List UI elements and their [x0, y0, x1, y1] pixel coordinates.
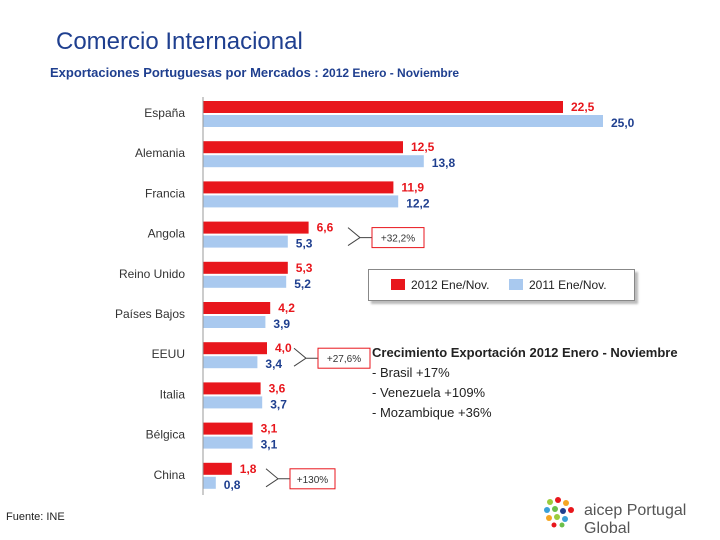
category-label: China	[154, 468, 186, 482]
category-label: EEUU	[152, 347, 185, 361]
annotation-connector	[347, 227, 372, 247]
value-label-2011: 5,3	[296, 237, 313, 251]
value-label-2011: 12,2	[406, 196, 430, 210]
bar-2011	[203, 356, 258, 369]
notes-heading: Crecimiento Exportación 2012 Enero - Nov…	[372, 345, 678, 360]
subtitle-text: Exportaciones Portuguesas por Mercados :	[50, 65, 319, 80]
bar-2012	[203, 342, 267, 355]
value-label-2012: 6,6	[317, 221, 334, 235]
value-label-2011: 5,2	[294, 277, 311, 291]
value-label-2012: 11,9	[401, 180, 424, 194]
notes-item: - Venezuela +109%	[372, 385, 486, 400]
annotation-text: +130%	[297, 475, 329, 486]
value-label-2011: 3,1	[261, 438, 278, 452]
value-label-2011: 25,0	[611, 116, 635, 130]
category-label: Italia	[160, 387, 186, 401]
bar-2012	[203, 302, 271, 314]
value-label-2012: 4,2	[278, 301, 295, 315]
category-label: Francia	[145, 186, 185, 200]
bar-2011	[203, 195, 399, 208]
category-label: Países Bajos	[115, 307, 185, 321]
bar-2012	[203, 101, 563, 113]
bar-2012	[203, 141, 403, 154]
value-label-2011: 3,9	[273, 317, 290, 331]
legend-swatch-2012	[391, 279, 405, 290]
annotation-box	[289, 468, 336, 490]
value-label-2012: 1,8	[240, 462, 257, 476]
growth-notes: Crecimiento Exportación 2012 Enero - Nov…	[372, 343, 678, 423]
legend-swatch-2011	[509, 279, 523, 290]
category-label: Alemania	[135, 146, 185, 160]
bar-2011	[203, 396, 263, 409]
annotation-connector	[293, 347, 318, 367]
bar-2011	[203, 235, 288, 248]
aicep-logo: aicep Portugal Global	[540, 494, 715, 537]
chart-subtitle: Exportaciones Portuguesas por Mercados :…	[50, 65, 459, 80]
bar-2012	[203, 181, 394, 194]
annotation-box	[371, 227, 425, 249]
bar-2011	[203, 436, 253, 449]
value-label-2012: 3,6	[269, 381, 286, 395]
notes-item: - Mozambique +36%	[372, 405, 492, 420]
logo-dots-icon	[544, 497, 574, 528]
annotation-connector	[265, 468, 290, 488]
chart-legend: 2012 Ene/Nov. 2011 Ene/Nov.	[368, 269, 635, 301]
value-label-2012: 5,3	[296, 261, 313, 275]
bar-2011	[203, 476, 216, 489]
bar-2011	[203, 316, 266, 328]
legend-item-2012: 2012 Ene/Nov.	[391, 278, 490, 292]
annotation-box	[317, 347, 371, 369]
value-label-2011: 0,8	[224, 478, 241, 492]
category-label: España	[144, 106, 185, 120]
notes-item: - Brasil +17%	[372, 365, 450, 380]
legend-item-2011: 2011 Ene/Nov.	[509, 278, 607, 292]
subtitle-period: 2012 Enero - Noviembre	[322, 66, 460, 80]
legend-label-2011: 2011 Ene/Nov.	[529, 278, 607, 292]
page-title: Comercio Internacional	[56, 28, 303, 55]
value-label-2012: 22,5	[571, 100, 595, 114]
annotation-text: +32,2%	[381, 234, 415, 245]
bar-2011	[203, 155, 424, 168]
value-label-2012: 12,5	[411, 140, 435, 154]
source-note: Fuente: INE	[6, 511, 65, 523]
value-label-2011: 13,8	[432, 156, 456, 170]
bar-2011	[203, 275, 287, 288]
legend-label-2012: 2012 Ene/Nov.	[411, 278, 490, 292]
logo-text: aicep Portugal Global	[584, 502, 687, 537]
value-label-2012: 3,1	[261, 422, 278, 436]
bar-2012	[203, 221, 309, 234]
bar-2011	[203, 115, 603, 127]
category-label: Reino Unido	[119, 267, 185, 281]
value-label-2011: 3,4	[265, 357, 282, 371]
value-label-2012: 4,0	[275, 341, 292, 355]
category-label: Bélgica	[146, 428, 186, 442]
bar-2012	[203, 261, 288, 274]
bar-2012	[203, 422, 253, 435]
category-label: Angola	[148, 227, 186, 241]
value-label-2011: 3,7	[270, 397, 287, 411]
annotation-text: +27,6%	[327, 354, 361, 365]
bar-2012	[203, 462, 232, 475]
bar-2012	[203, 382, 261, 395]
